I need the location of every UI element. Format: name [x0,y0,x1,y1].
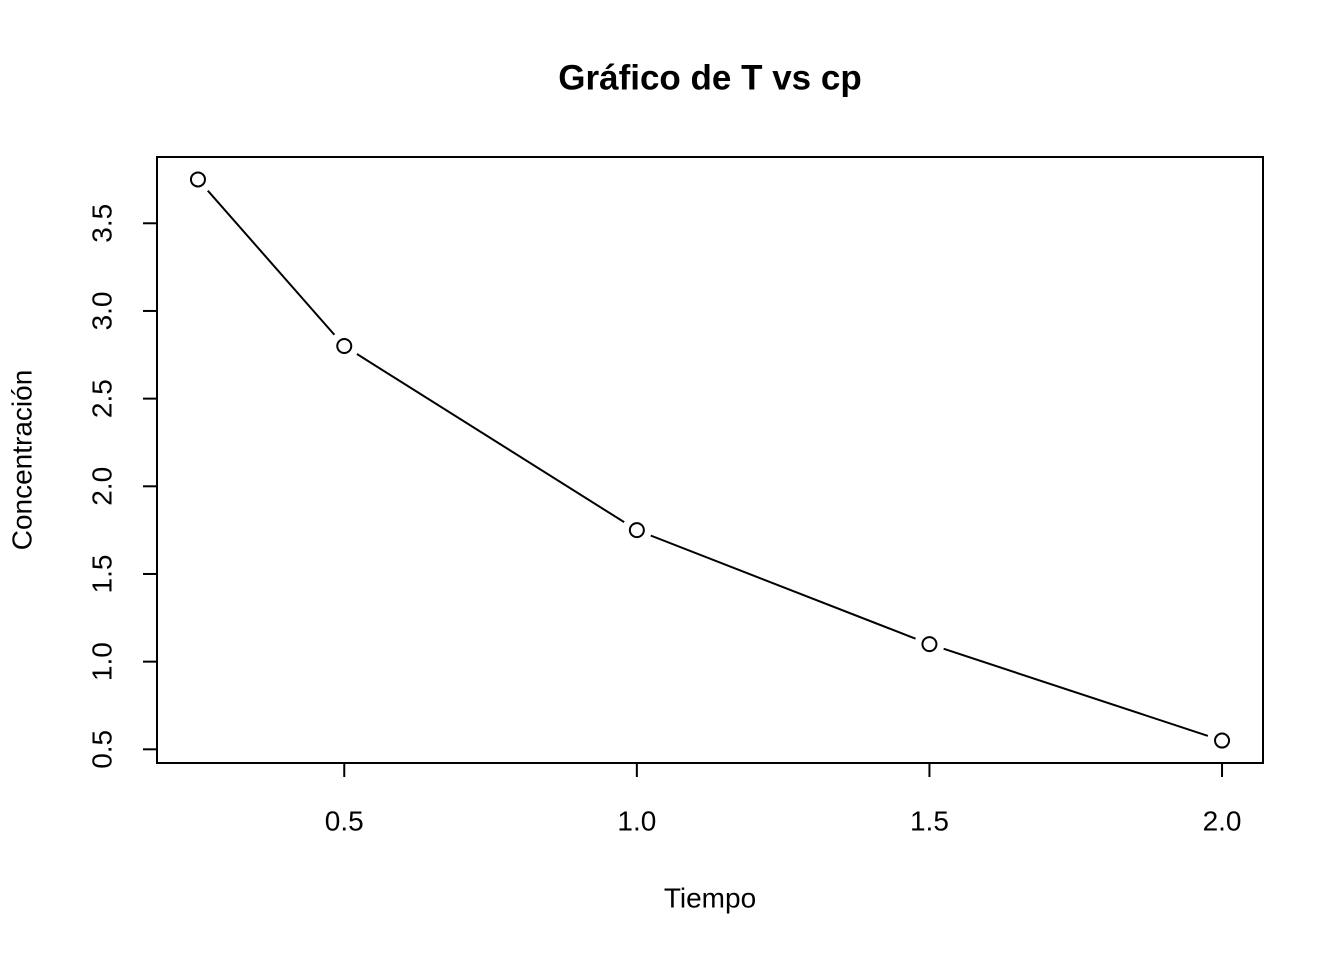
y-tick-label: 2.0 [86,467,117,506]
x-tick-label: 1.5 [910,805,949,836]
x-axis-label: Tiempo [664,882,756,913]
y-tick-label: 3.5 [86,204,117,243]
data-point [1214,732,1231,749]
y-tick-label: 1.5 [86,555,117,594]
x-tick-label: 0.5 [325,805,364,836]
y-tick-label: 0.5 [86,730,117,769]
y-axis-label: Concentración [6,370,37,551]
data-point [628,522,645,539]
y-tick-label: 2.5 [86,379,117,418]
data-point [921,636,938,653]
y-tick-label: 3.0 [86,291,117,330]
y-tick-label: 1.0 [86,642,117,681]
data-point [189,171,206,188]
x-tick-label: 2.0 [1203,805,1242,836]
data-point [336,338,353,355]
plot-frame [156,156,1264,764]
chart-title: Gráfico de T vs cp [558,58,861,97]
x-tick-label: 1.0 [617,805,656,836]
